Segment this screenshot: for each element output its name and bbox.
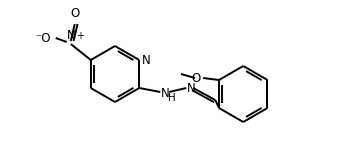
Text: N: N (187, 82, 196, 95)
Text: O: O (70, 7, 79, 20)
Text: ⁻O: ⁻O (35, 32, 51, 45)
Text: +: + (76, 31, 84, 41)
Text: N: N (161, 86, 170, 99)
Text: N: N (66, 29, 75, 42)
Text: O: O (192, 71, 201, 85)
Text: H: H (168, 93, 176, 103)
Text: N: N (142, 53, 151, 66)
